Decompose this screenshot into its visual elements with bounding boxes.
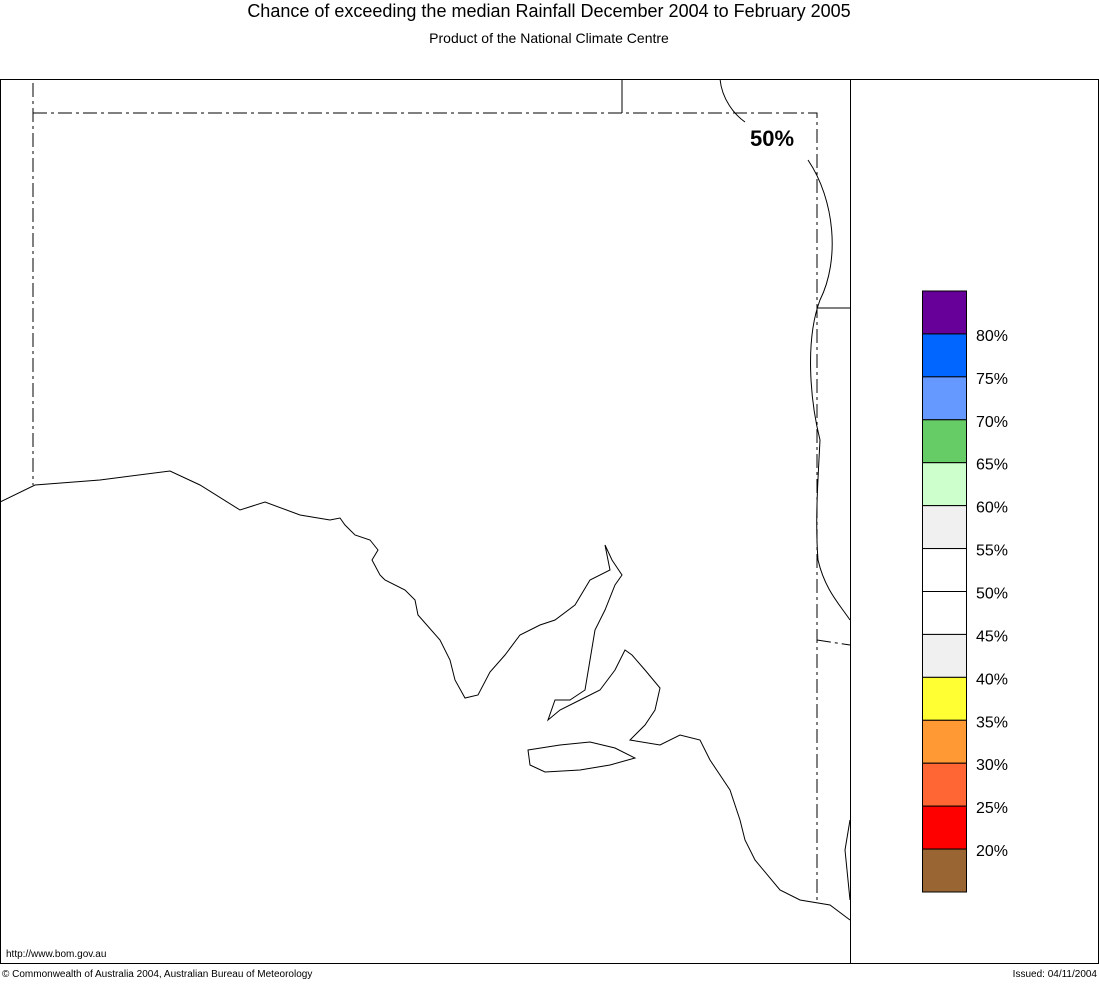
legend-swatch bbox=[922, 376, 967, 421]
island bbox=[527, 741, 637, 773]
legend-label: 60% bbox=[976, 500, 1008, 517]
contour-line bbox=[719, 78, 851, 621]
coastline bbox=[0, 470, 851, 921]
legend-swatch bbox=[922, 676, 967, 721]
copyright: © Commonwealth of Australia 2004, Austra… bbox=[2, 969, 312, 980]
legend-swatch bbox=[922, 290, 967, 335]
state-borders bbox=[32, 83, 851, 900]
legend-swatch bbox=[922, 333, 967, 378]
legend-swatch bbox=[922, 719, 967, 764]
legend-label: 80% bbox=[976, 328, 1008, 345]
legend-label: 30% bbox=[976, 757, 1008, 774]
issued: Issued: 04/11/2004 bbox=[1013, 969, 1098, 980]
legend-swatch bbox=[922, 505, 967, 550]
coastline-east bbox=[844, 819, 851, 901]
borders bbox=[621, 79, 850, 309]
legend-label: 45% bbox=[976, 628, 1008, 645]
legend-swatch bbox=[922, 805, 967, 850]
legend-swatch bbox=[922, 591, 967, 635]
legend-label: 55% bbox=[976, 543, 1008, 560]
title: Chance of exceeding the median Rainfall … bbox=[247, 1, 850, 21]
legend-swatch bbox=[922, 848, 967, 893]
legend-label: 40% bbox=[976, 671, 1008, 688]
legend-swatch bbox=[922, 548, 967, 592]
legend: 80% 75% 70% 65% 60% 55% 50% 45% 40% 35% 30% 25% 20% bbox=[922, 290, 1008, 893]
legend-label: 20% bbox=[976, 843, 1008, 860]
legend-label: 75% bbox=[976, 371, 1008, 388]
legend-swatch bbox=[922, 762, 967, 807]
legend-swatch bbox=[922, 462, 967, 507]
legend-label: 50% bbox=[976, 586, 1008, 603]
legend-label: 70% bbox=[976, 414, 1008, 431]
url: http://www.bom.gov.au bbox=[6, 949, 106, 960]
legend-label: 65% bbox=[976, 457, 1008, 474]
legend-label: 35% bbox=[976, 714, 1008, 731]
subtitle: Product of the National Climate Centre bbox=[429, 30, 669, 46]
legend-swatch bbox=[922, 419, 967, 464]
legend-label: 25% bbox=[976, 800, 1008, 817]
contour-label: 50% bbox=[750, 126, 794, 151]
legend-swatch bbox=[922, 633, 967, 678]
